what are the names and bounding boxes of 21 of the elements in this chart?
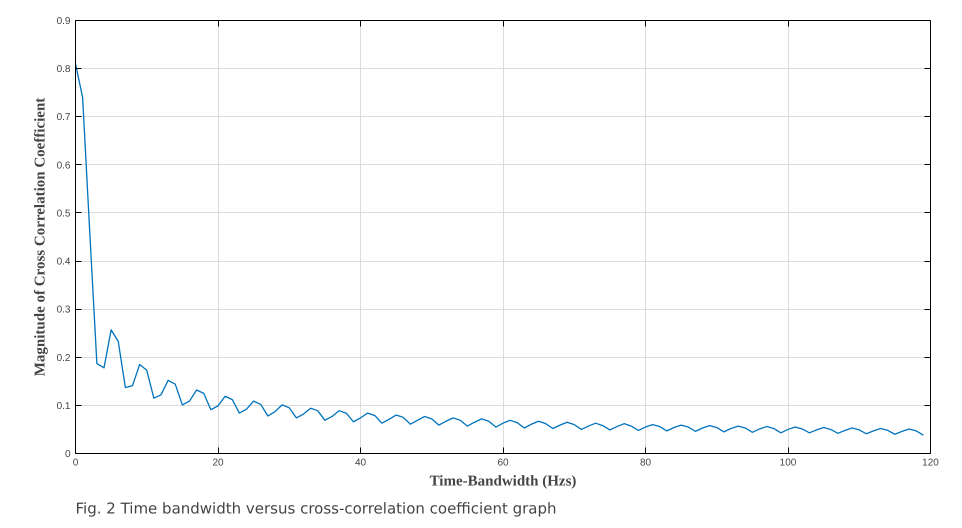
y-tick-label: 0 [64, 449, 71, 460]
y-tick-label: 0.7 [56, 112, 71, 124]
x-tick-label: 100 [780, 458, 797, 468]
line-series [76, 63, 924, 436]
x-tick-label: 20 [212, 458, 224, 468]
caption: Fig. 2 Time bandwidth versus cross-correlation coefficient graph [76, 500, 557, 518]
x-axis-title: Time-Bandwidth (Hzs) [430, 474, 576, 490]
y-tick-label: 0.6 [56, 160, 71, 172]
x-tick-label: 120 [922, 458, 940, 468]
x-tick-label: 80 [640, 458, 652, 468]
y-tick-label: 0.2 [56, 352, 71, 364]
x-tick-label: 0 [72, 458, 79, 468]
y-tick-label: 0.1 [56, 400, 71, 412]
y-axis-title: Magnitude of Cross Correlation Coefficient [32, 98, 49, 376]
y-tick-label: 0.9 [56, 16, 71, 27]
y-tick-label: 0.3 [56, 304, 71, 316]
y-tick-label: 0.4 [56, 256, 71, 268]
y-tick-label: 0.8 [56, 64, 71, 76]
x-tick-label: 60 [497, 458, 509, 468]
y-tick-label: 0.5 [56, 208, 71, 220]
x-tick-label: 40 [354, 458, 366, 468]
